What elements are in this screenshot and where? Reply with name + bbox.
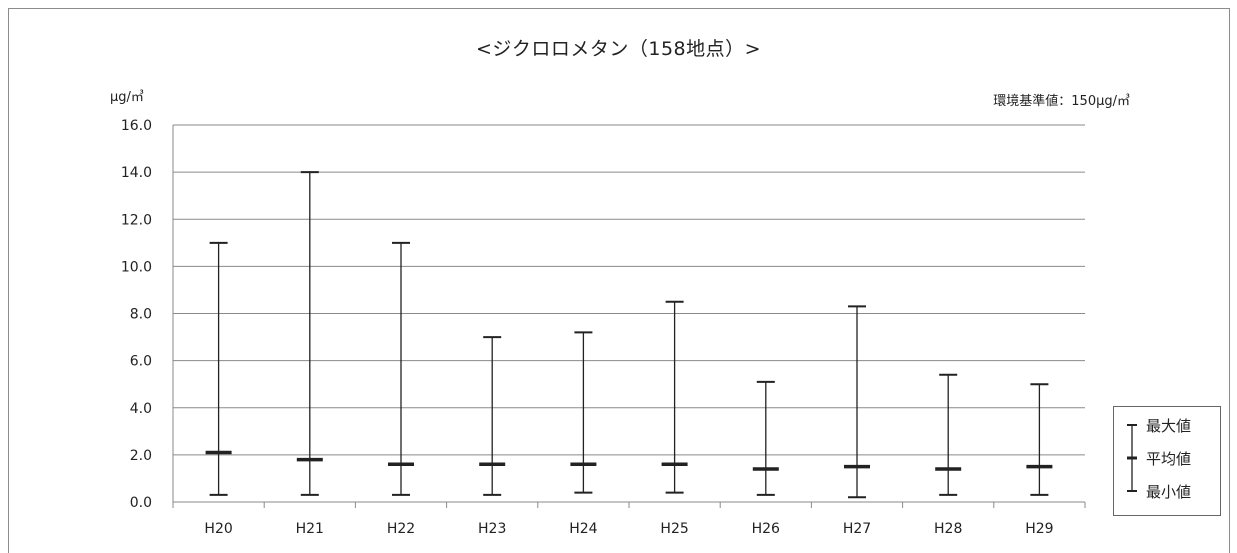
legend-label-max: 最大値	[1146, 417, 1192, 435]
x-tick-label: H25	[660, 521, 688, 537]
x-tick-label: H24	[569, 521, 597, 537]
y-tick-label: 4.0	[130, 401, 152, 417]
x-tick-label: H26	[752, 521, 780, 537]
y-tick-label: 16.0	[121, 118, 152, 134]
y-tick-label: 6.0	[130, 354, 152, 370]
y-axis-unit-label: μg/㎥	[110, 90, 144, 105]
legend-label-min: 最小値	[1146, 483, 1192, 501]
y-tick-label: 2.0	[130, 448, 152, 464]
x-tick-label: H28	[934, 521, 962, 537]
y-tick-label: 12.0	[121, 212, 152, 228]
x-tick-label: H22	[387, 521, 415, 537]
x-tick-label: H27	[843, 521, 871, 537]
y-tick-label: 10.0	[121, 259, 152, 275]
x-tick-label: H21	[296, 521, 324, 537]
y-tick-label: 8.0	[130, 307, 152, 323]
chart-frame	[8, 8, 1230, 553]
x-tick-label: H23	[478, 521, 506, 537]
y-tick-label: 14.0	[121, 165, 152, 181]
x-tick-label: H20	[204, 521, 232, 537]
legend: 最大値 平均値 最小値	[1113, 406, 1221, 516]
environmental-standard-note: 環境基準値：150μg/㎥	[993, 94, 1130, 109]
legend-label-mean: 平均値	[1146, 450, 1192, 468]
legend-symbol-icon	[1127, 424, 1137, 492]
chart-title: <ジクロロメタン（158地点）>	[475, 38, 762, 60]
x-tick-label: H29	[1025, 521, 1053, 537]
y-tick-label: 0.0	[130, 495, 152, 511]
